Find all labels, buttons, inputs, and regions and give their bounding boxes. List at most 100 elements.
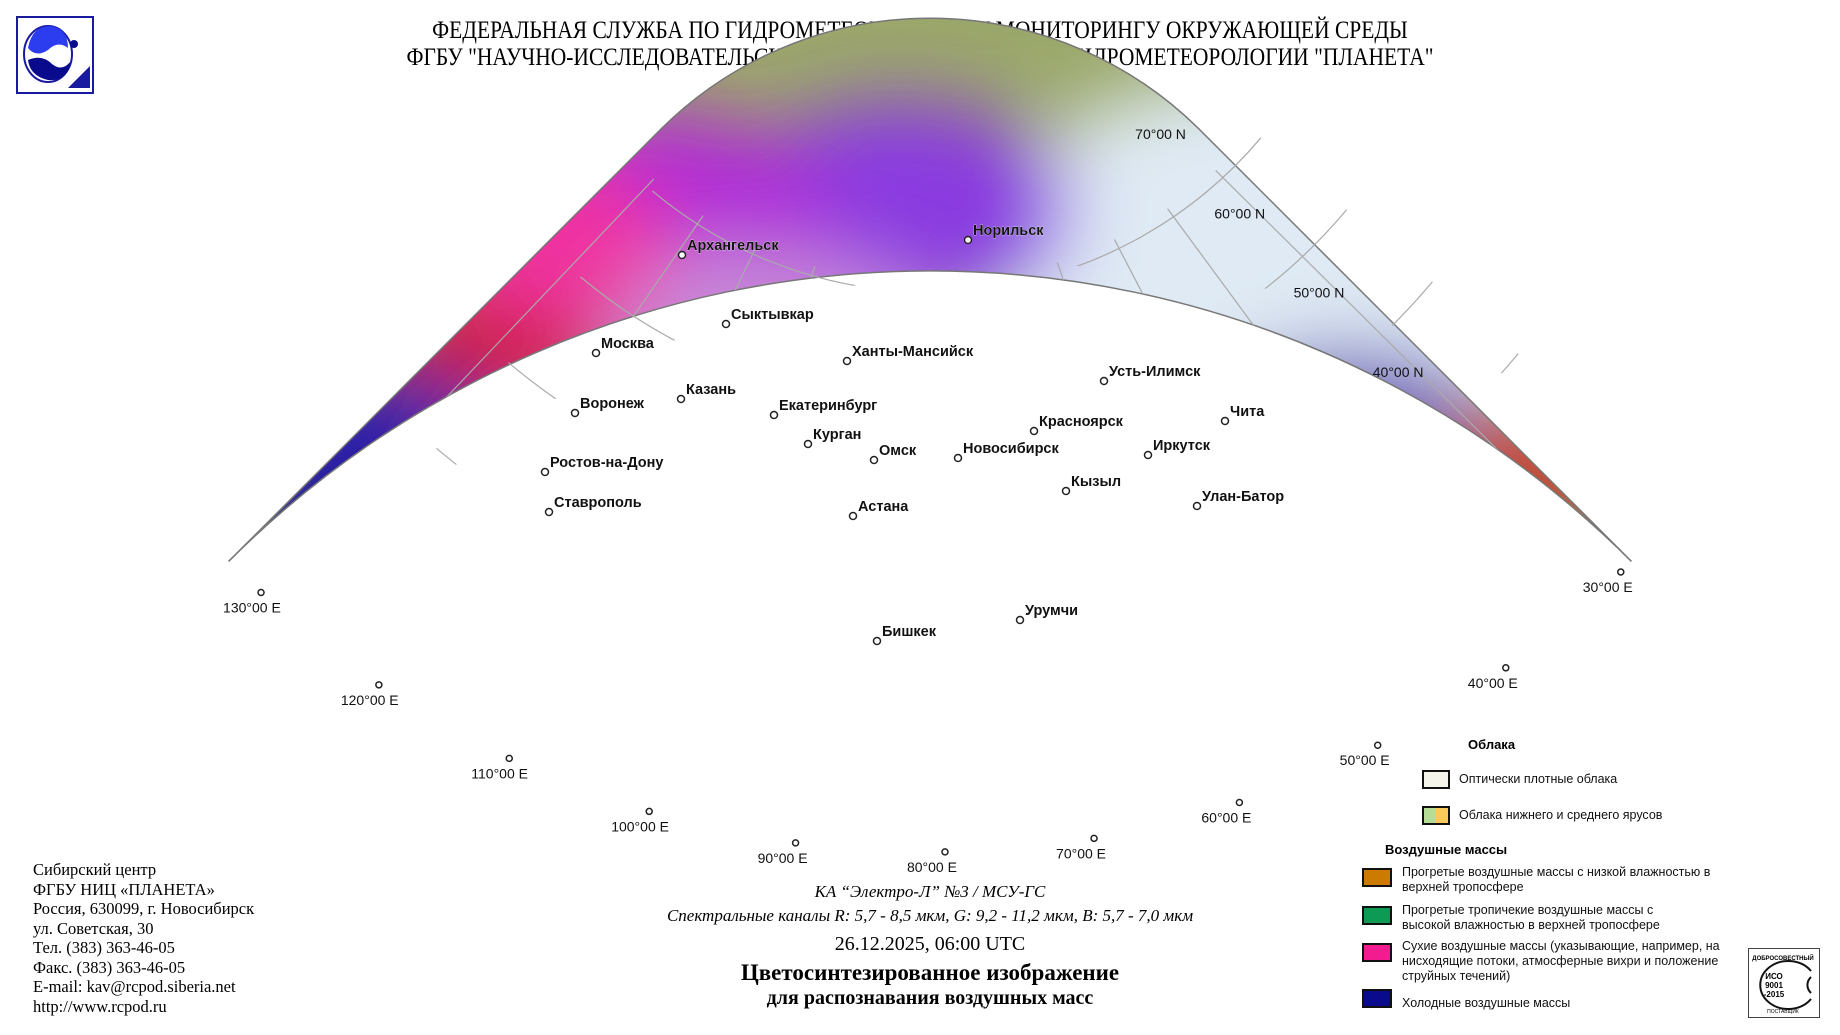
- meridian-tick: [791, 839, 800, 847]
- longitude-label: 120°00 E: [341, 692, 399, 708]
- meridian-line: [794, 278, 876, 562]
- city-marker: Воронеж: [570, 396, 645, 418]
- city-label: Астана: [858, 499, 909, 515]
- legend-label: Облака нижнего и среднего ярусов: [1459, 808, 1663, 822]
- city-dot: [1099, 376, 1109, 386]
- city-marker: Новосибирск: [953, 441, 1060, 463]
- datetime: 26.12.2025, 06:00 UTC: [834, 933, 1026, 955]
- city-label: Омск: [879, 443, 917, 459]
- address-line: Россия, 630099, г. Новосибирск: [33, 899, 255, 918]
- svg-text:9001: 9001: [1765, 981, 1783, 990]
- meridian-tick: [645, 807, 653, 816]
- meridian-line: [648, 265, 816, 562]
- city-label: Урумчи: [1025, 603, 1078, 619]
- city-dot: [803, 439, 813, 449]
- map-border: [228, 17, 1632, 562]
- website-link[interactable]: http://www.rcpod.ru: [33, 996, 167, 1016]
- city-label: Усть-Илимск: [1109, 364, 1201, 380]
- city-dot: [769, 410, 779, 420]
- email-link[interactable]: E-mail: kav@rcpod.siberia.net: [33, 977, 236, 996]
- address-line: Сибирский центр: [33, 860, 157, 879]
- legend-swatch-dry: [1362, 943, 1392, 962]
- image-subtitle: для распознавания воздушных масс: [766, 987, 1094, 1009]
- city-dot: [1220, 416, 1230, 426]
- phone: Тел. (383) 363-46-05: [33, 938, 175, 957]
- meridian-tick: [1502, 664, 1510, 672]
- legend-label: Оптически плотные облака: [1459, 772, 1618, 786]
- city-dot: [953, 453, 963, 463]
- city-label: Казань: [686, 382, 736, 398]
- meridian-line: [996, 276, 1095, 562]
- city-label: Ставрополь: [554, 495, 642, 511]
- legend-swatch-low-mid-clouds: [1422, 806, 1450, 825]
- city-marker: Урумчи: [1015, 603, 1078, 625]
- city-label: Норильск: [973, 223, 1044, 239]
- city-dot: [1192, 501, 1202, 511]
- city-dot: [963, 235, 973, 245]
- city-dot: [848, 511, 858, 521]
- longitude-label: 40°00 E: [1468, 675, 1518, 691]
- city-marker: Архангельск: [677, 238, 780, 260]
- svg-text:-2015: -2015: [1764, 990, 1785, 999]
- city-label: Красноярск: [1039, 414, 1124, 430]
- iso-top-text: ДОБРОСОВЕСТНЫЙ: [1752, 954, 1813, 962]
- city-dot: [869, 455, 879, 465]
- city-dot: [721, 319, 731, 329]
- longitude-label: 100°00 E: [611, 818, 669, 834]
- legend-label: Холодные воздушные массы: [1402, 996, 1571, 1010]
- city-marker: Курган: [803, 427, 862, 449]
- city-dot: [540, 467, 550, 477]
- city-dot: [570, 408, 580, 418]
- city-marker: Норильск: [963, 223, 1044, 245]
- fax: Факс. (383) 363-46-05: [33, 957, 186, 977]
- legend-clouds-title: Облака: [1468, 737, 1516, 752]
- longitude-label: 90°00 E: [758, 850, 808, 866]
- city-marker: Улан-Батор: [1192, 489, 1284, 511]
- meridian-tick: [505, 754, 514, 763]
- meridian-line: [935, 281, 946, 562]
- city-marker: Чита: [1220, 404, 1265, 426]
- city-label: Чита: [1230, 404, 1265, 420]
- city-dot: [1061, 486, 1071, 496]
- city-dot: [872, 636, 882, 646]
- meridian-line: [260, 178, 655, 562]
- legend-swatch-warm-humid: [1362, 906, 1392, 925]
- legend-label: Сухие воздушные массы (указывающие, напр…: [1402, 939, 1720, 983]
- city-marker: Бишкек: [872, 624, 937, 646]
- planeta-logo: [16, 16, 94, 94]
- city-marker: Усть-Илимск: [1099, 364, 1201, 386]
- city-marker: Омск: [869, 443, 917, 465]
- legend-label: Прогретые тропичекие воздушные массы с в…: [1402, 903, 1660, 932]
- city-marker: Ставрополь: [544, 495, 642, 517]
- city-dot: [677, 250, 687, 260]
- city-label: Иркутск: [1153, 438, 1211, 454]
- city-label: Екатеринбург: [779, 398, 877, 414]
- meridian-tick: [375, 681, 383, 689]
- city-dot: [842, 356, 852, 366]
- city-label: Ростов-на-Дону: [550, 455, 663, 471]
- meridian-line: [1056, 262, 1240, 562]
- longitude-label: 110°00 E: [471, 765, 528, 781]
- city-marker: Астана: [848, 499, 909, 521]
- city-dot: [1143, 450, 1153, 460]
- latitude-label: 50°00 N: [1294, 285, 1345, 301]
- city-marker: Сыктывкар: [721, 307, 814, 329]
- iso-certification-stamp: ДОБРОСОВЕСТНЫЙ ИСО 9001 -2015 ПОСТАВЩИК: [1748, 948, 1820, 1018]
- latitude-label: 40°00 N: [1373, 364, 1424, 380]
- city-marker: Ханты-Мансийск: [842, 344, 974, 366]
- iso-bottom-text: ПОСТАВЩИК: [1767, 1009, 1799, 1015]
- svg-text:ИСО: ИСО: [1765, 972, 1783, 981]
- meridian-tick: [1373, 741, 1382, 749]
- legend-swatch-cold: [1362, 989, 1392, 1008]
- city-marker: Иркутск: [1143, 438, 1211, 460]
- city-label: Архангельск: [687, 238, 779, 254]
- longitude-label: 60°00 E: [1201, 810, 1251, 826]
- legend-swatch-dense-clouds: [1422, 770, 1450, 789]
- city-label: Ханты-Мансийск: [852, 344, 974, 360]
- city-label: Бишкек: [882, 624, 937, 640]
- city-marker: Кызыл: [1061, 474, 1121, 496]
- satellite-caption: КА “Электро-Л” №3 / МСУ-ГС: [814, 882, 1046, 901]
- legend-label: Прогретые воздушные массы с низкой влажн…: [1402, 865, 1711, 894]
- longitude-label: 130°00 E: [223, 600, 281, 616]
- city-label: Кызыл: [1071, 474, 1121, 490]
